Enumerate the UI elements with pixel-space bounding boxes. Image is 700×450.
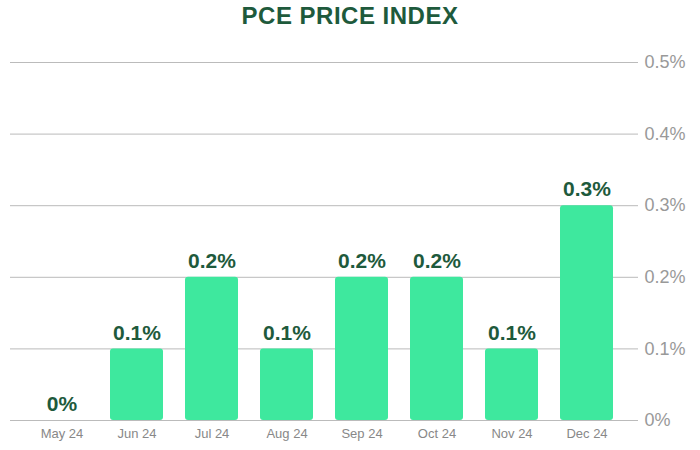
svg-text:Nov 24: Nov 24 (491, 426, 532, 441)
svg-text:0.5%: 0.5% (645, 52, 686, 72)
svg-text:0.1%: 0.1% (263, 321, 311, 344)
svg-text:0%: 0% (47, 392, 78, 415)
svg-text:0.2%: 0.2% (338, 249, 386, 272)
svg-text:May 24: May 24 (41, 426, 84, 441)
svg-text:0.1%: 0.1% (645, 339, 686, 359)
svg-text:0.4%: 0.4% (645, 124, 686, 144)
svg-text:Sep 24: Sep 24 (341, 426, 382, 441)
svg-text:0%: 0% (645, 410, 671, 430)
svg-text:0.1%: 0.1% (113, 321, 161, 344)
svg-text:Aug 24: Aug 24 (266, 426, 307, 441)
svg-text:0.2%: 0.2% (645, 267, 686, 287)
svg-text:Oct 24: Oct 24 (418, 426, 456, 441)
svg-text:0.3%: 0.3% (645, 195, 686, 215)
svg-text:Jul 24: Jul 24 (195, 426, 230, 441)
svg-text:0.2%: 0.2% (413, 249, 461, 272)
html-text:PCE PRICE INDEX: PCE PRICE INDEX (241, 2, 459, 29)
svg-text:0.1%: 0.1% (488, 321, 536, 344)
svg-text:0.2%: 0.2% (188, 249, 236, 272)
svg-text:0.3%: 0.3% (563, 177, 611, 200)
svg-text:Dec 24: Dec 24 (566, 426, 607, 441)
svg-text:Jun 24: Jun 24 (117, 426, 156, 441)
